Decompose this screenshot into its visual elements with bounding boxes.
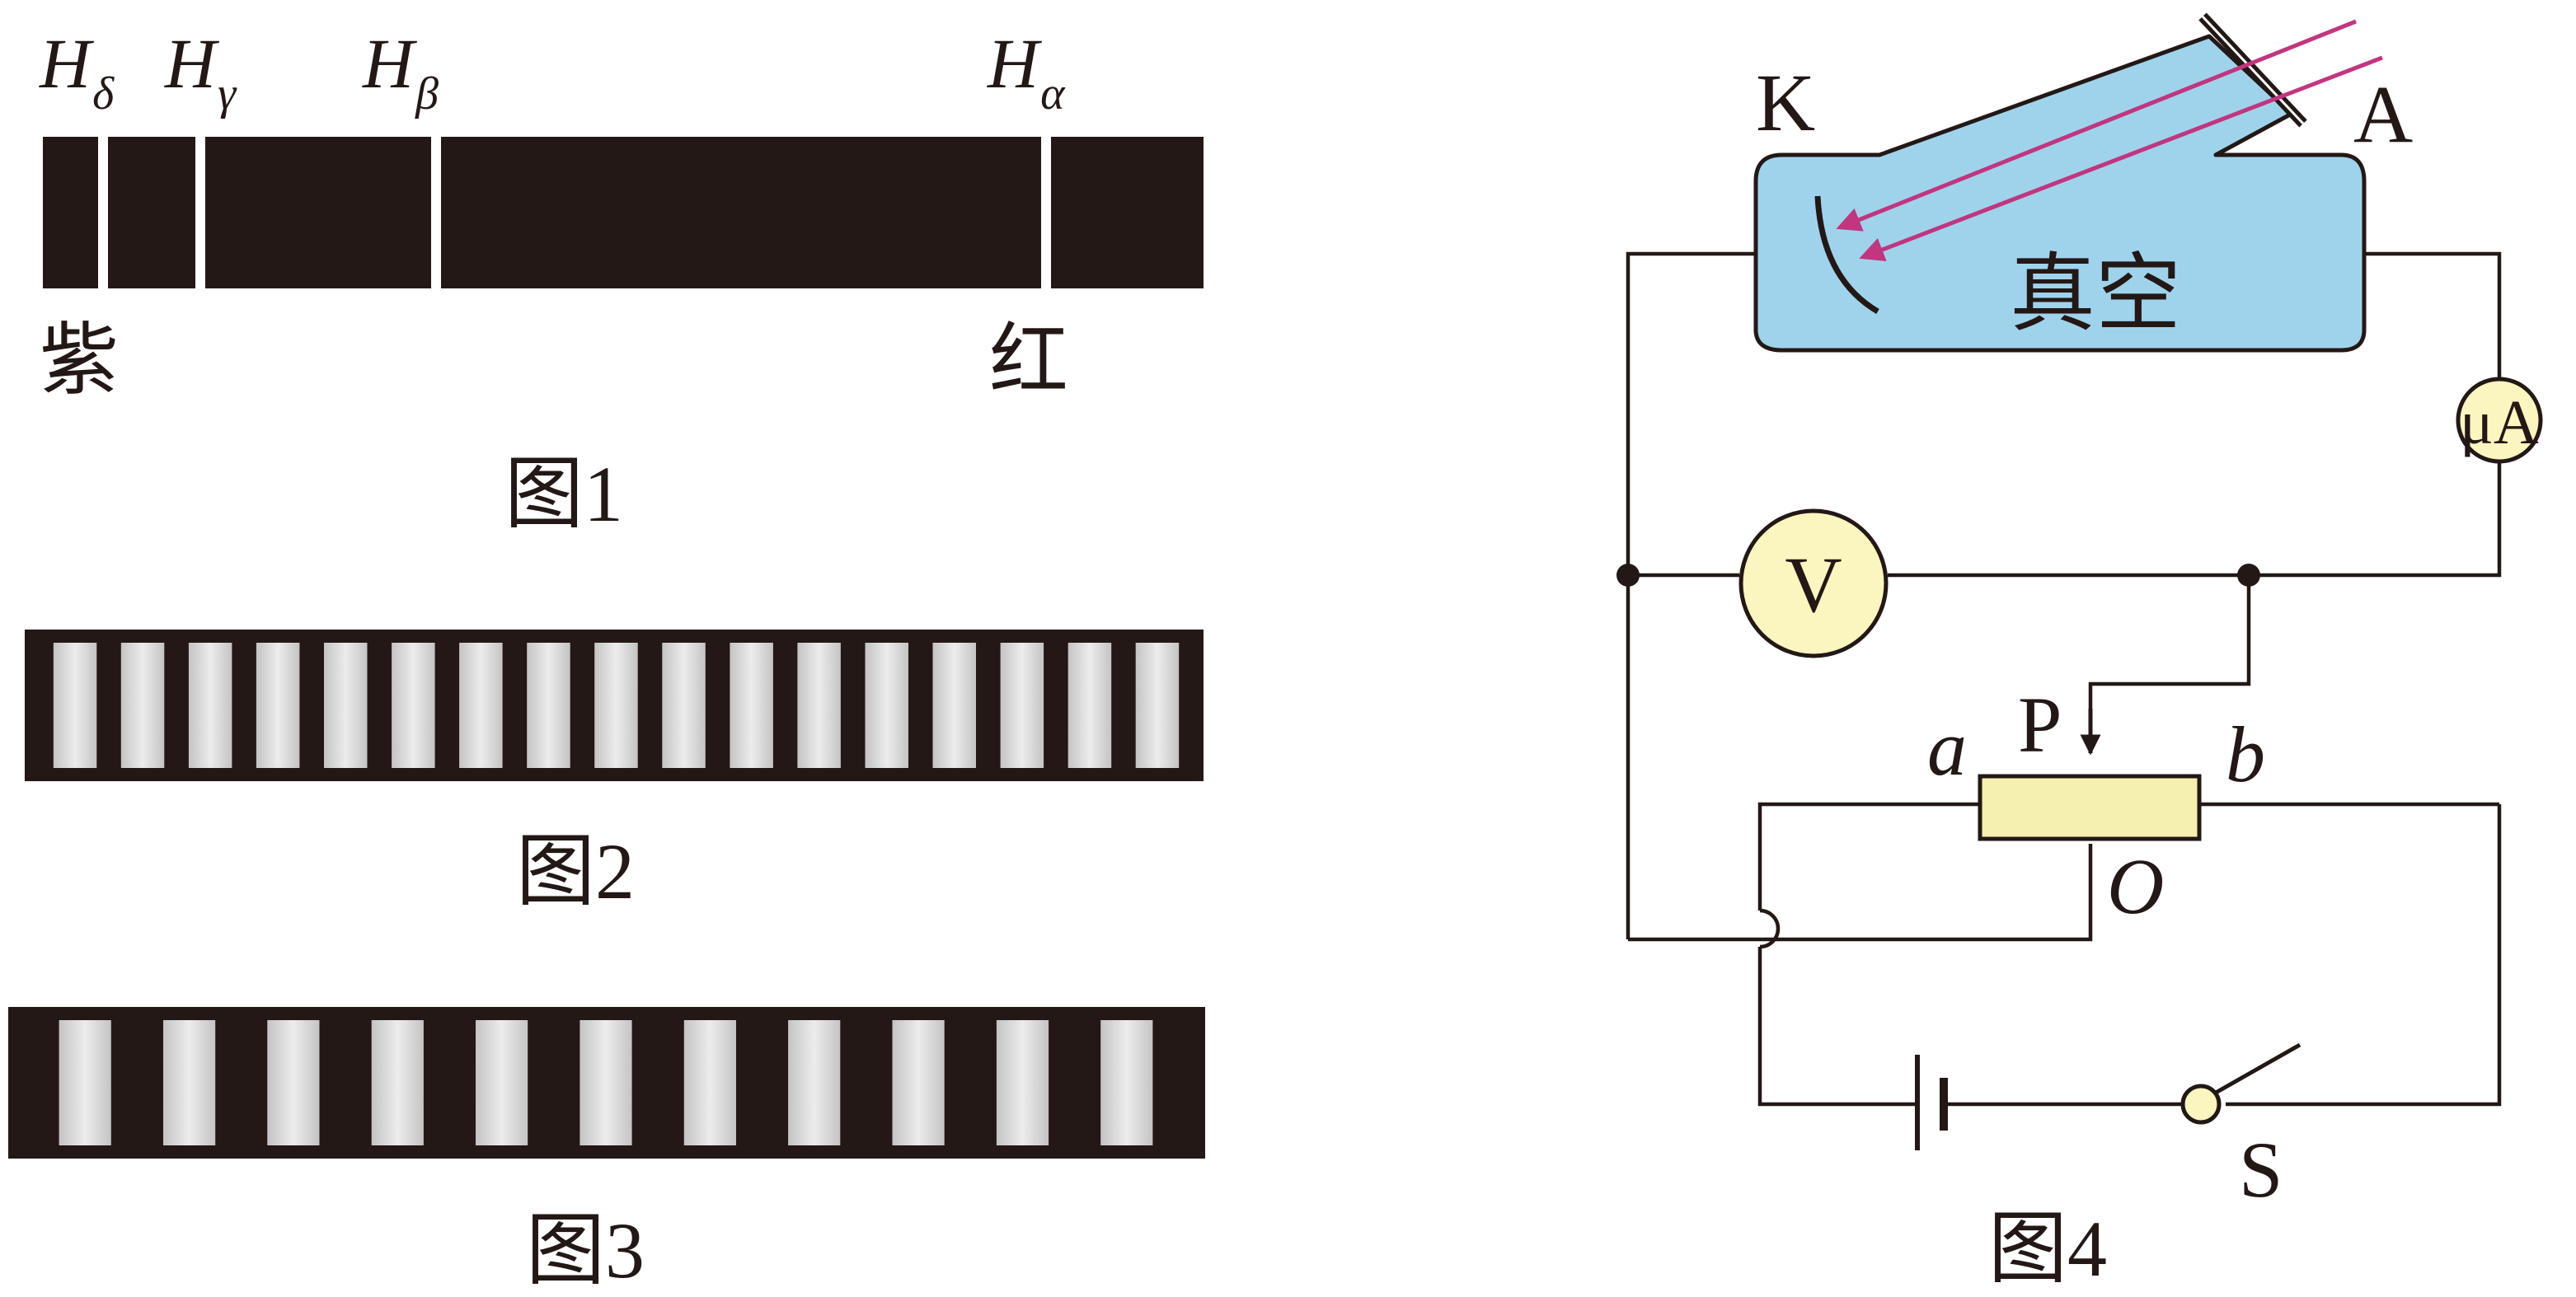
- end-b-label: b: [2226, 710, 2265, 798]
- circuit-wires: [1626, 251, 2502, 1107]
- spectral-line-h-alpha: [1041, 137, 1051, 288]
- figure-4-caption: 图4: [1988, 1205, 2107, 1293]
- cathode-label: K: [1756, 57, 1815, 148]
- slider-label-p: P: [2018, 681, 2062, 769]
- figure-2-fringes: 图2: [25, 630, 1204, 915]
- bright-fringe: [476, 1020, 528, 1145]
- phototube: [1753, 34, 2367, 353]
- end-a-label: a: [1927, 704, 1967, 792]
- violet-label: 紫: [40, 316, 119, 405]
- red-label: 红: [989, 316, 1068, 405]
- switch-lever: [2214, 1042, 2302, 1095]
- midpoint-label-o: O: [2107, 842, 2164, 930]
- bright-fringe: [53, 643, 97, 768]
- rheostat: [1978, 774, 2202, 841]
- bright-fringe: [797, 643, 841, 768]
- figure-1-spectrum: Hδ Hγ Hβ Hα 紫 红 图1: [39, 24, 1204, 538]
- spectral-line-h-delta: [98, 137, 108, 288]
- microammeter: [2456, 377, 2543, 464]
- voltmeter: [1738, 508, 1889, 658]
- bright-fringe: [865, 643, 908, 768]
- bright-fringe: [1100, 1020, 1153, 1145]
- label-h-gamma: Hγ: [164, 24, 237, 119]
- bright-fringe: [579, 1020, 632, 1145]
- bright-fringe: [1067, 643, 1112, 768]
- bright-fringe: [996, 1020, 1049, 1145]
- bright-fringe: [324, 643, 368, 768]
- microammeter-label: μA: [2460, 388, 2539, 457]
- switch-pivot: [2180, 1084, 2222, 1125]
- bright-fringe: [932, 643, 976, 768]
- label-h-alpha: Hα: [987, 24, 1066, 119]
- bright-fringe: [371, 1020, 424, 1145]
- bright-fringe: [788, 1020, 841, 1145]
- figure-3-caption: 图3: [526, 1206, 645, 1295]
- light-ray-2: [1859, 55, 2383, 262]
- bright-fringe: [892, 1020, 945, 1145]
- anode-label: A: [2353, 68, 2413, 160]
- bright-fringe: [163, 1020, 216, 1145]
- vacuum-label: 真空: [2010, 247, 2181, 342]
- spectral-line-h-beta: [431, 137, 441, 288]
- figure-4-circuit: K A 真空 μA V P a b O S 图4: [1616, 12, 2543, 1293]
- figure-2-caption: 图2: [516, 827, 635, 915]
- fringe-slits-3: [59, 1020, 1153, 1145]
- bright-fringe: [59, 1020, 111, 1145]
- bright-fringe: [267, 1020, 320, 1145]
- spectral-line-h-gamma: [195, 137, 205, 288]
- bright-fringe: [1135, 643, 1180, 768]
- figure-3-fringes: 图3: [8, 1007, 1205, 1295]
- fringe-slits-2: [53, 643, 1180, 768]
- spectrum-band: [43, 137, 1204, 288]
- junction-right: [2237, 564, 2260, 587]
- bright-fringe: [594, 643, 638, 768]
- bright-fringe: [683, 1020, 736, 1145]
- bright-fringe: [662, 643, 706, 768]
- switch-label: S: [2239, 1126, 2283, 1214]
- junction-left: [1616, 564, 1640, 587]
- bright-fringe: [256, 643, 300, 768]
- bright-fringe: [1000, 643, 1044, 768]
- bright-fringe: [392, 643, 435, 768]
- light-ray-1: [1836, 19, 2357, 232]
- label-h-beta: Hβ: [362, 24, 439, 119]
- bright-fringe: [188, 643, 232, 768]
- bright-fringe: [459, 643, 503, 768]
- figure-1-caption: 图1: [504, 450, 623, 538]
- bright-fringe: [120, 643, 165, 768]
- bright-fringe: [527, 643, 570, 768]
- label-h-delta: Hδ: [39, 24, 115, 119]
- cathode-plate: [1814, 195, 1879, 315]
- voltmeter-label: V: [1785, 541, 1842, 629]
- bright-fringe: [730, 643, 773, 768]
